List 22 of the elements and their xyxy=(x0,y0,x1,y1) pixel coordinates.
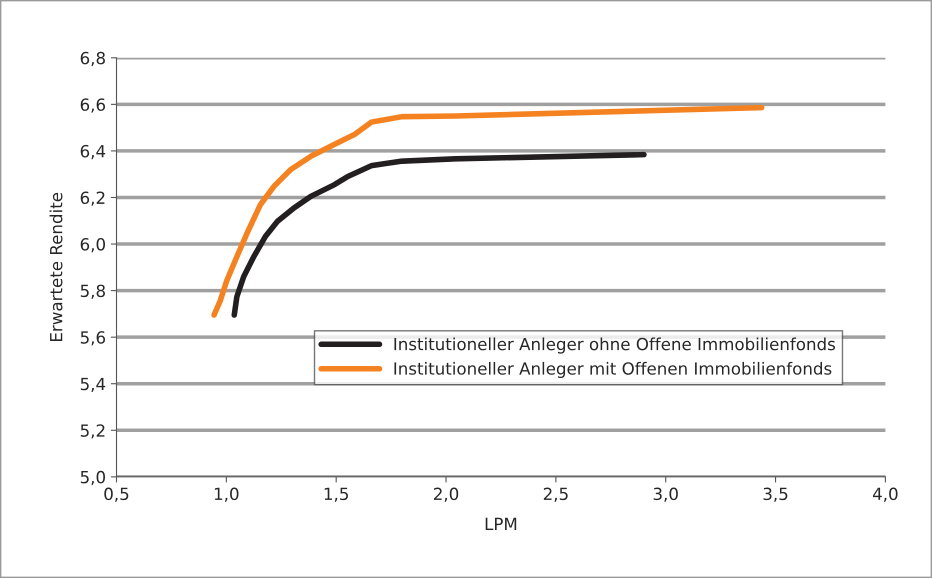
x-tick-label: 1,0 xyxy=(214,488,238,502)
x-tick-label: 3,5 xyxy=(764,488,788,502)
y-tick-label: 6,0 xyxy=(80,238,105,252)
legend-label: Institutioneller Anleger ohne Offene Immobilienfonds xyxy=(394,337,835,354)
y-tick-label: 6,4 xyxy=(80,144,106,160)
x-tick-label: 3,0 xyxy=(654,488,678,502)
y-tick-label: 5,8 xyxy=(80,284,105,299)
y-tick-label: 6,6 xyxy=(80,98,106,113)
y-tick-label: 6,8 xyxy=(80,52,105,66)
y-tick-label: 6,2 xyxy=(80,191,104,206)
x-tick-label: 0,5 xyxy=(104,488,128,502)
y-tick-label: 5,0 xyxy=(80,470,105,486)
x-axis-title: LPM xyxy=(486,518,516,530)
x-tick-label: 2,0 xyxy=(434,488,458,502)
x-tick-label: 2,5 xyxy=(544,488,568,502)
y-tick-label: 5,2 xyxy=(80,424,104,439)
x-tick-label: 1,5 xyxy=(324,488,348,502)
x-tick-label: 4,0 xyxy=(872,488,898,502)
y-tick-label: 5,6 xyxy=(80,331,106,346)
y-axis-title: Erwartete Rendite xyxy=(50,192,62,341)
y-tick-label: 5,4 xyxy=(80,378,106,392)
legend-label: Institutioneller Anleger mit Offenen Immobilienfonds xyxy=(394,362,832,378)
